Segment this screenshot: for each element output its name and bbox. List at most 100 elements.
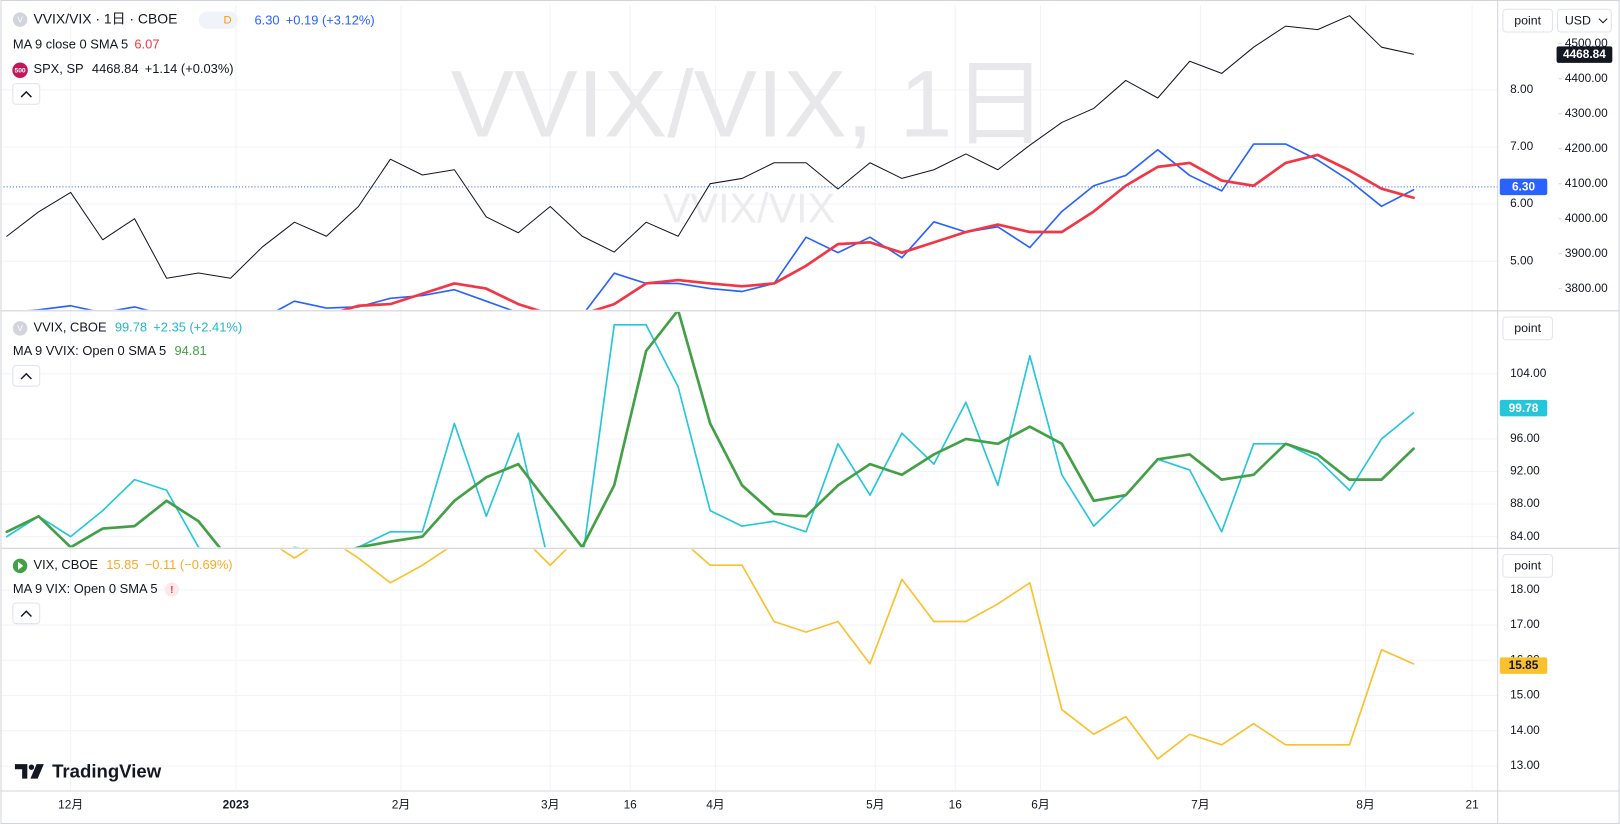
- y2-tick-label: 4100.00: [1565, 176, 1608, 190]
- currency-label: USD: [1565, 13, 1591, 27]
- x-tick-label: 16: [949, 798, 963, 812]
- legend-name: VVIX, CBOE: [33, 320, 106, 335]
- y-tick-label: 18.00: [1510, 582, 1540, 596]
- y-tick-label: 7.00: [1510, 139, 1533, 153]
- logo-mark: [28, 764, 35, 770]
- y2-tick-label: 4300.00: [1565, 106, 1608, 120]
- legend-value: 6.07: [134, 37, 159, 52]
- axis-layer: 5.00 6.00 7.00 8.00 3800.00 3900.00 4000.00 410…: [58, 36, 1613, 812]
- y-tick-label: 104.00: [1510, 366, 1547, 380]
- collapse-icon: [20, 610, 32, 617]
- alert-badge-text: !: [170, 585, 173, 596]
- y-tick-label: 96.00: [1510, 431, 1540, 445]
- logo-text: TradingView: [52, 760, 162, 781]
- collapse-icon: [20, 90, 32, 98]
- pane-series: [5, 311, 1415, 548]
- x-tick-label: 12月: [58, 798, 83, 812]
- symbol-icon: [12, 321, 28, 336]
- x-tick-label: 16: [624, 798, 638, 812]
- symbol-icon: [12, 62, 28, 78]
- x-tick-label: 21: [1466, 798, 1480, 812]
- legend-last: 6.30: [254, 13, 279, 28]
- interval-badge-text: D: [224, 15, 232, 27]
- y-tick-label: 84.00: [1510, 529, 1540, 543]
- y-tick-label: 92.00: [1510, 464, 1540, 478]
- collapse-button[interactable]: [12, 602, 41, 625]
- legend-row: VVIX, CBOE 99.78 +2.35 (+2.41%): [33, 320, 242, 335]
- price-tag: [1556, 46, 1613, 63]
- price-tag-label: 6.30: [1512, 180, 1535, 194]
- x-tick-label: 3月: [541, 798, 559, 812]
- scale-button[interactable]: [1502, 8, 1553, 33]
- legend-name: MA 9 VIX: Open 0 SMA 5: [13, 581, 158, 596]
- watermark: VVIX/VIX: [663, 186, 835, 232]
- y-tick-label: 8.00: [1510, 82, 1533, 96]
- legend-change: −0.11 (−0.69%): [145, 557, 233, 572]
- legend-name: MA 9 VVIX: Open 0 SMA 5: [13, 344, 166, 359]
- x-tick-label: 6月: [1031, 798, 1049, 812]
- watermark-layer: VVIX/VIX, 1日 VVIX/VIX: [451, 52, 1048, 232]
- interval-badge: [198, 11, 238, 29]
- x-tick-label: 4月: [706, 798, 724, 812]
- price-tag: [1499, 657, 1548, 674]
- legend-title: VVIX/VIX · 1日 · CBOE: [33, 10, 177, 26]
- collapse-button[interactable]: [12, 365, 41, 387]
- scale-button-label: point: [1514, 559, 1541, 573]
- price-tag: [1499, 399, 1548, 417]
- alert-badge[interactable]: [164, 582, 180, 597]
- price-tag-label: 15.85: [1509, 658, 1539, 672]
- x-tick-label: 8月: [1356, 798, 1374, 812]
- legend-row: VIX, CBOE 15.85 −0.11 (−0.69%): [33, 557, 232, 572]
- legend-change: +2.35 (+2.41%): [153, 320, 242, 335]
- scale-button[interactable]: [1502, 316, 1553, 341]
- series-line: [29, 143, 1415, 310]
- legend-row: MA 9 close 0 SMA 5 6.07: [13, 37, 160, 52]
- pane-series: [0, 15, 1498, 310]
- y-tick-label: 5.00: [1510, 253, 1533, 267]
- legend-row: SPX, SP 4468.84 +1.14 (+0.03%): [33, 62, 233, 77]
- series-line: [6, 15, 1415, 279]
- y-tick-label: 14.00: [1510, 723, 1540, 737]
- scale-button[interactable]: [1502, 553, 1553, 578]
- scale-button-label: point: [1514, 321, 1541, 335]
- x-tick-label: 2023: [223, 798, 250, 812]
- legend-change: +1.14 (+0.03%): [145, 62, 234, 77]
- symbol-icon: [12, 12, 28, 27]
- series-line: [5, 311, 1415, 548]
- legend-name: VIX, CBOE: [33, 557, 98, 572]
- logo: TradingView: [14, 760, 162, 781]
- symbol-icon-text: 500: [14, 67, 25, 74]
- series-line: [340, 153, 1415, 310]
- scale-button-label: point: [1514, 13, 1541, 27]
- legend-last: 4468.84: [92, 62, 139, 77]
- y-tick-label: 17.00: [1510, 617, 1540, 631]
- y2-tick-label: 4000.00: [1565, 211, 1608, 225]
- price-tag-label: 4468.84: [1563, 47, 1606, 61]
- series-layer: [0, 15, 1498, 760]
- grid-layer: [0, 5, 1498, 790]
- legend-row: MA 9 VVIX: Open 0 SMA 5 94.81: [13, 344, 207, 359]
- collapse-button[interactable]: [12, 83, 41, 105]
- pane-series: [279, 549, 1415, 760]
- y2-tick-label: 4400.00: [1565, 71, 1608, 85]
- logo-mark: [30, 764, 44, 779]
- legend-values: 6.30 +0.19 (+3.12%): [254, 13, 374, 28]
- x-tick-label: 7月: [1191, 798, 1209, 812]
- collapse-icon: [20, 372, 32, 380]
- price-tag-label: 99.78: [1509, 401, 1539, 415]
- x-tick-label: 5月: [866, 798, 884, 812]
- legend-last: 15.85: [106, 557, 138, 572]
- legend-value: 94.81: [174, 344, 206, 359]
- y-tick-label: 6.00: [1510, 196, 1533, 210]
- series-line: [279, 549, 1415, 760]
- y2-tick-label: 4500.00: [1565, 36, 1608, 50]
- y-tick-label: 13.00: [1510, 758, 1540, 772]
- currency-button[interactable]: [1557, 8, 1612, 33]
- symbol-icon-arrow: [18, 561, 24, 570]
- y2-tick-label: 3800.00: [1565, 281, 1608, 295]
- price-tag: [1499, 178, 1548, 196]
- y-tick-label: 88.00: [1510, 496, 1540, 510]
- legend-last: 99.78: [115, 320, 147, 335]
